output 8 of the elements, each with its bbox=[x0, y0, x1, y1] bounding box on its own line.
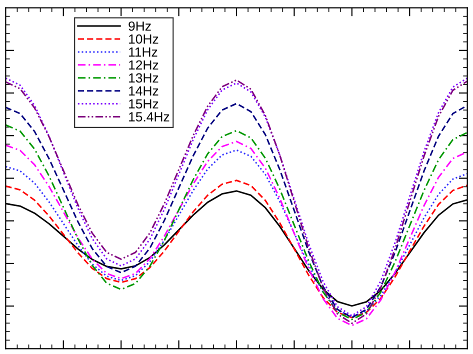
legend-label: 10Hz bbox=[129, 34, 158, 44]
legend-label: 15.4Hz bbox=[129, 112, 170, 122]
legend-label: 13Hz bbox=[129, 73, 158, 83]
legend-label: 9Hz bbox=[128, 21, 151, 31]
legend-label: 11Hz bbox=[129, 47, 158, 57]
legend-label: 15Hz bbox=[129, 99, 158, 109]
legend-label: 14Hz bbox=[129, 86, 158, 96]
legend-label: 12Hz bbox=[129, 60, 158, 70]
